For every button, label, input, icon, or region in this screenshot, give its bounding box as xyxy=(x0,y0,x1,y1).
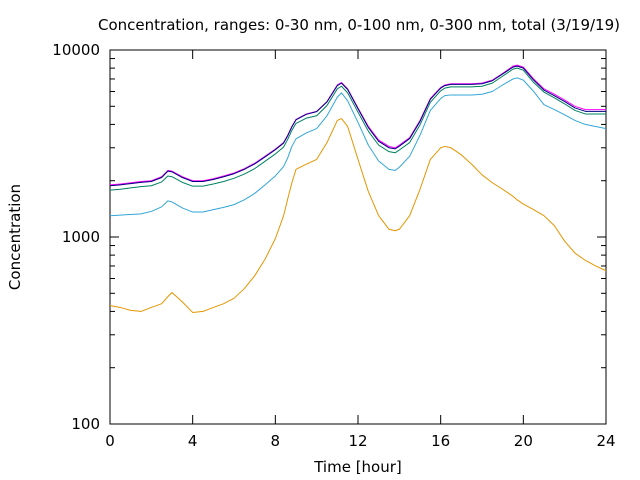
series-line-3 xyxy=(109,67,606,191)
plot-area-frame xyxy=(109,49,607,425)
x-tick-label: 16 xyxy=(431,432,450,450)
series-lines xyxy=(109,64,607,313)
y-tick-label: 100 xyxy=(71,415,100,433)
x-tick-label: 24 xyxy=(596,432,615,450)
x-tick-label: 0 xyxy=(105,432,115,450)
x-tick-label: 20 xyxy=(514,432,533,450)
y-axis-label: Concentration xyxy=(6,184,24,290)
x-tick-label: 8 xyxy=(271,432,281,450)
series-line-2 xyxy=(109,65,606,187)
y-axis: 100 1000 10000 xyxy=(52,41,606,433)
series-line-1 xyxy=(109,64,606,186)
x-tick-label: 12 xyxy=(348,432,367,450)
y-tick-label: 1000 xyxy=(62,228,100,246)
series-line-5 xyxy=(109,118,607,313)
series-line-4 xyxy=(109,77,607,217)
chart-title: Concentration, ranges: 0-30 nm, 0-100 nm… xyxy=(98,16,620,34)
x-axis-label: Time [hour] xyxy=(313,458,402,476)
x-axis: 0 4 8 12 16 20 24 xyxy=(105,50,616,450)
x-tick-label: 4 xyxy=(188,432,198,450)
y-tick-label: 10000 xyxy=(52,41,100,59)
